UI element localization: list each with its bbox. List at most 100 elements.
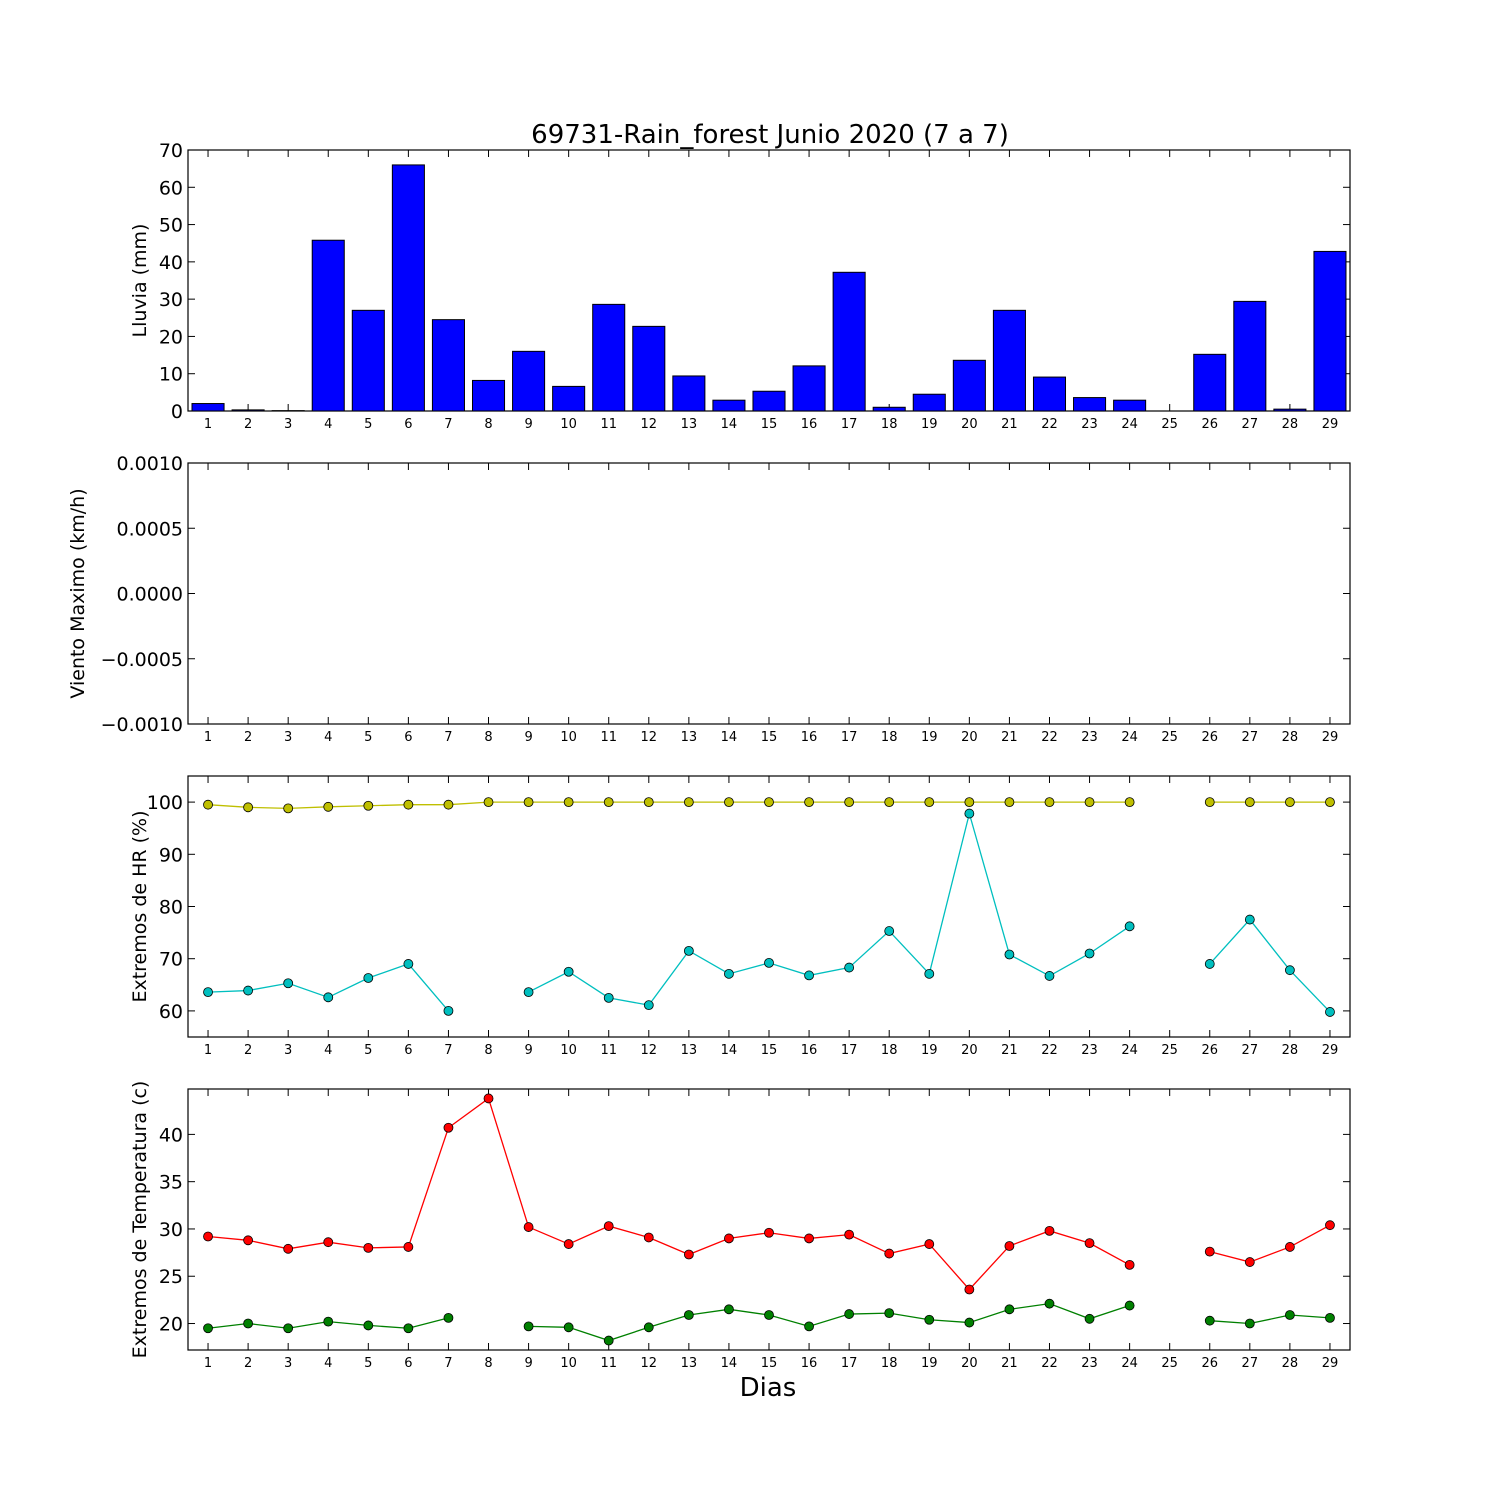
y-tick-label: 50	[159, 215, 183, 237]
rain-bar	[1113, 399, 1147, 412]
x-tick-label: 14	[721, 1043, 738, 1058]
x-tick-label: 28	[1282, 730, 1299, 745]
hr-min-point	[283, 978, 294, 989]
x-tick-label: 12	[641, 730, 658, 745]
temp-max-point	[443, 1122, 454, 1133]
x-tick-label: 29	[1322, 1356, 1339, 1371]
hr-max-point	[804, 797, 814, 807]
x-tick-label: 18	[881, 417, 898, 432]
hr-min-point	[323, 992, 334, 1003]
x-tick-label: 22	[1041, 730, 1058, 745]
x-tick-label: 20	[961, 730, 978, 745]
hr-max-point	[924, 797, 935, 807]
temp-min-point	[1284, 1310, 1295, 1320]
y-tick-label: 70	[159, 949, 183, 971]
temp-max-point	[603, 1221, 614, 1232]
hr-min-point	[443, 1006, 454, 1016]
x-tick-label: 18	[881, 1043, 898, 1058]
x-tick-label: 1	[204, 1043, 212, 1058]
y-tick-label: 10	[159, 364, 183, 386]
temp-max-point	[724, 1233, 734, 1244]
hr-max-point	[483, 797, 494, 807]
x-tick-label: 13	[681, 417, 698, 432]
x-tick-label: 24	[1121, 730, 1138, 745]
x-tick-label: 20	[961, 1043, 978, 1058]
hr-min-point	[1084, 948, 1095, 959]
hr-min-point	[804, 970, 814, 981]
x-tick-label: 27	[1242, 1043, 1259, 1058]
x-tick-label: 10	[560, 1043, 577, 1058]
x-tick-label: 10	[560, 730, 577, 745]
x-tick-label: 9	[524, 1043, 532, 1058]
y-tick-label: −0.0005	[101, 649, 183, 671]
x-tick-label: 25	[1161, 1356, 1178, 1371]
y-tick-label: 90	[159, 844, 183, 866]
x-tick-label: 19	[921, 730, 938, 745]
y-tick-label: 30	[159, 289, 183, 311]
temp-max-point	[1284, 1242, 1295, 1252]
y-tick-label: 40	[159, 252, 183, 274]
x-tick-label: 24	[1121, 1356, 1138, 1371]
x-tick-label: 23	[1081, 417, 1098, 432]
hr-max-point	[203, 799, 213, 810]
x-tick-label: 1	[204, 1356, 212, 1371]
temp-max-point	[563, 1239, 574, 1249]
x-tick-label: 9	[524, 730, 532, 745]
rain-bar	[391, 164, 425, 412]
y-tick-label: 20	[159, 326, 183, 348]
hr-max-point	[1004, 797, 1015, 807]
y-tick-label: 30	[159, 1219, 183, 1241]
hr-min-point	[1204, 959, 1215, 969]
hr-min-point	[884, 926, 895, 936]
rain-bar	[311, 239, 345, 412]
rain-bar	[1273, 408, 1307, 412]
temp-min-point	[1084, 1313, 1095, 1324]
temp-min-point	[1004, 1304, 1015, 1315]
rain-bar	[672, 375, 706, 412]
hr-min-point	[964, 808, 975, 819]
x-tick-label: 16	[801, 417, 818, 432]
temp-max-point	[804, 1233, 814, 1244]
x-tick-label: 12	[641, 1356, 658, 1371]
temp-min-point	[323, 1316, 334, 1327]
x-tick-label: 18	[881, 1356, 898, 1371]
hr-min-point	[563, 966, 574, 977]
x-tick-label: 24	[1121, 1043, 1138, 1058]
x-tick-label: 17	[841, 1356, 858, 1371]
rain-bar	[552, 385, 586, 412]
temp-min-point	[924, 1314, 935, 1325]
temp-max-point	[243, 1235, 254, 1246]
hr-min-point	[403, 959, 414, 969]
x-tick-label: 25	[1161, 417, 1178, 432]
temp-max-point	[523, 1222, 534, 1232]
hr-min-line	[528, 811, 1130, 1006]
hr-min-point	[844, 962, 855, 973]
x-tick-label: 7	[444, 1356, 452, 1371]
temp-min-point	[203, 1323, 213, 1334]
x-tick-label: 5	[364, 1043, 372, 1058]
x-axis-label: Dias	[740, 1373, 797, 1403]
y-tick-label: 20	[159, 1314, 183, 1336]
rain-bar	[1073, 397, 1107, 412]
x-tick-label: 5	[364, 417, 372, 432]
x-tick-label: 15	[761, 1356, 778, 1371]
temp-min-point	[563, 1322, 574, 1333]
x-tick-label: 21	[1001, 1356, 1018, 1371]
rain-bar	[632, 325, 666, 412]
humidity-ylabel: Extremos de HR (%)	[129, 810, 151, 1002]
x-tick-label: 16	[801, 730, 818, 745]
hr-max-point	[323, 801, 334, 812]
temp-max-point	[1244, 1257, 1255, 1267]
x-tick-label: 15	[761, 1043, 778, 1058]
hr-min-point	[1004, 949, 1015, 960]
x-tick-label: 23	[1081, 1043, 1098, 1058]
hr-max-point	[1044, 797, 1055, 807]
rain-ylabel: Lluvia (mm)	[129, 224, 151, 338]
hr-min-point	[1124, 921, 1135, 932]
x-tick-label: 29	[1322, 417, 1339, 432]
chart-title: 69731-Rain_forest Junio 2020 (7 a 7)	[531, 120, 1009, 150]
temp-min-point	[1325, 1312, 1335, 1323]
temp-min-point	[1124, 1300, 1135, 1311]
